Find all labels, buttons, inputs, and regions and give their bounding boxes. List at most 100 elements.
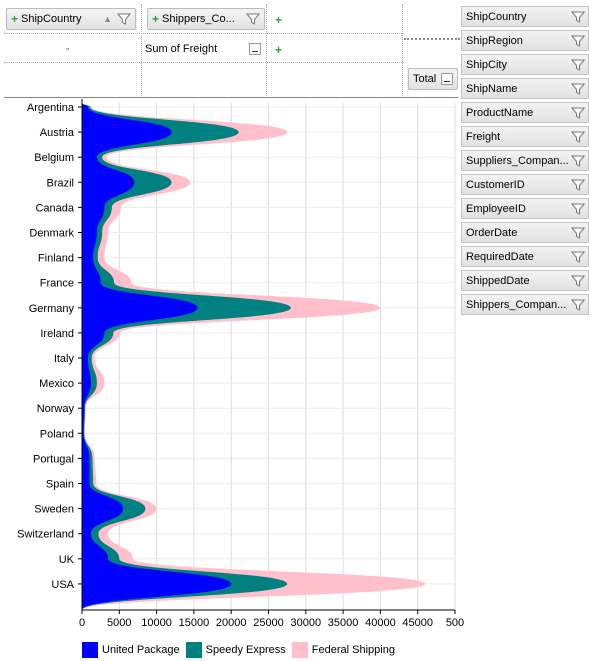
filter-icon[interactable] <box>571 58 585 72</box>
y-tick-label: Denmark <box>29 228 74 240</box>
field-list-item[interactable]: ShipCountry <box>461 6 589 27</box>
add-icon[interactable]: + <box>275 43 283 57</box>
filter-icon[interactable] <box>571 10 585 24</box>
field-list-item[interactable]: Suppliers_Compan... <box>461 150 589 171</box>
grid-line <box>266 4 267 96</box>
x-tick-label: 20000 <box>216 617 247 629</box>
y-tick-label: Brazil <box>46 177 74 189</box>
field-list-item[interactable]: ShipName <box>461 78 589 99</box>
row-field-shipcountry[interactable]: + ShipCountry ▲ <box>6 8 136 30</box>
y-tick-label: Norway <box>37 403 75 415</box>
filter-icon[interactable] <box>571 154 585 168</box>
field-list-item[interactable]: CustomerID <box>461 174 589 195</box>
row-field-label: ShipCountry <box>21 13 82 25</box>
filter-icon[interactable] <box>571 250 585 264</box>
x-tick-label: 25000 <box>253 617 284 629</box>
field-list-item-label: ProductName <box>466 106 534 119</box>
field-list-item-label: ShipCountry <box>466 10 527 23</box>
y-tick-label: Belgium <box>34 152 74 164</box>
y-tick-label: Poland <box>40 428 74 440</box>
field-list-item[interactable]: EmployeeID <box>461 198 589 219</box>
field-list-item[interactable]: ShippedDate <box>461 270 589 291</box>
field-list-item[interactable]: Shippers_Compan... <box>461 294 589 315</box>
legend-item: Speedy Express <box>185 642 286 658</box>
field-list-item-label: EmployeeID <box>466 202 526 215</box>
streamgraph-chart: Argentina Austria Belgium Brazil Canada Denma… <box>17 99 464 629</box>
collapse-button[interactable] <box>441 73 453 85</box>
x-tick-label: 500 <box>446 617 464 629</box>
x-tick-label: 35000 <box>328 617 359 629</box>
y-tick-label: USA <box>51 579 74 591</box>
field-list-item-label: Freight <box>466 130 501 143</box>
filter-icon[interactable] <box>571 106 585 120</box>
legend-swatch <box>291 642 308 658</box>
filter-icon[interactable] <box>117 12 131 26</box>
collapse-button[interactable] <box>249 43 261 55</box>
field-list-item-label: CustomerID <box>466 178 525 191</box>
filter-icon[interactable] <box>571 178 585 192</box>
x-tick-label: 30000 <box>291 617 322 629</box>
legend-item: United Package <box>82 642 180 658</box>
field-list-item[interactable]: ProductName <box>461 102 589 123</box>
field-list-item-label: ShippedDate <box>466 274 530 287</box>
total-header[interactable]: Total <box>408 68 458 90</box>
sort-ascending-icon[interactable]: ▲ <box>103 14 112 24</box>
y-tick-label: Portugal <box>33 453 74 465</box>
field-list-item-label: OrderDate <box>466 226 518 239</box>
y-tick-label: Austria <box>40 127 75 139</box>
filter-icon[interactable] <box>571 34 585 48</box>
y-tick-label: Mexico <box>39 378 74 390</box>
legend-swatch <box>82 642 98 658</box>
grid-line <box>4 62 404 63</box>
filter-icon[interactable] <box>571 226 585 240</box>
total-label: Total <box>413 73 437 85</box>
field-list-item[interactable]: Freight <box>461 126 589 147</box>
field-list-item-label: ShipName <box>466 82 518 95</box>
x-tick-label: 5000 <box>107 617 131 629</box>
filter-icon[interactable] <box>571 274 585 288</box>
value-field-freight[interactable]: Sum of Freight <box>145 39 267 59</box>
field-list-item-label: RequiredDate <box>466 250 534 263</box>
y-tick-label: Argentina <box>27 102 75 114</box>
y-tick-label: Ireland <box>40 328 74 340</box>
add-icon[interactable]: + <box>275 13 283 27</box>
legend-swatch <box>185 642 202 658</box>
column-field-label: Shippers_Co... <box>162 13 235 25</box>
filter-icon[interactable] <box>571 202 585 216</box>
field-list-item[interactable]: OrderDate <box>461 222 589 243</box>
y-tick-label: Italy <box>54 353 75 365</box>
resize-grip-icon[interactable]: „ <box>66 41 70 52</box>
y-tick-label: Sweden <box>34 504 74 516</box>
filter-icon[interactable] <box>571 298 585 312</box>
header-divider <box>4 97 458 98</box>
x-tick-label: 15000 <box>179 617 210 629</box>
field-list-item-label: ShipRegion <box>466 34 523 47</box>
pivot-header: + ShipCountry ▲ + Shippers_Co... + „ Sum… <box>4 4 458 96</box>
field-list-item-label: ShipCity <box>466 58 507 71</box>
field-list-item[interactable]: ShipRegion <box>461 30 589 51</box>
legend-label: United Package <box>102 644 180 656</box>
grid-line <box>4 33 404 34</box>
field-list-item[interactable]: RequiredDate <box>461 246 589 267</box>
y-tick-label: France <box>40 278 74 290</box>
y-tick-label: Finland <box>38 253 74 265</box>
x-tick-label: 0 <box>79 617 85 629</box>
y-tick-label: Germany <box>29 303 75 315</box>
field-list-item-label: Suppliers_Compan... <box>466 154 569 167</box>
filter-icon[interactable] <box>571 82 585 96</box>
x-tick-label: 10000 <box>141 617 172 629</box>
y-tick-label: Switzerland <box>17 529 74 541</box>
field-list-connector <box>404 38 460 40</box>
field-list-item[interactable]: ShipCity <box>461 54 589 75</box>
grid-line <box>141 4 142 96</box>
y-tick-label: Canada <box>35 202 74 214</box>
chart-legend: United Package Speedy Express Federal Ship… <box>82 642 401 658</box>
add-icon: + <box>152 12 160 26</box>
value-field-label: Sum of Freight <box>145 43 218 55</box>
filter-icon[interactable] <box>246 12 260 26</box>
column-field-shippers[interactable]: + Shippers_Co... <box>147 8 265 30</box>
legend-label: Speedy Express <box>205 644 286 656</box>
filter-icon[interactable] <box>571 130 585 144</box>
grid-line <box>402 4 403 96</box>
field-list: ShipCountry ShipRegion ShipCity ShipName Pro… <box>461 6 589 318</box>
